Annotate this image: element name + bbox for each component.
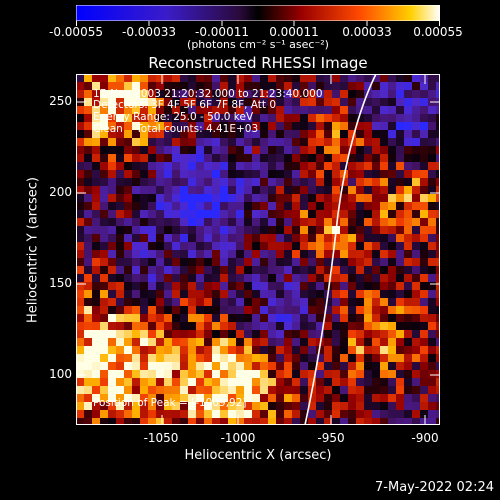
plot-title: Reconstructed RHESSI Image (148, 54, 368, 72)
y-axis-label: Heliocentric Y (arcsec) (25, 177, 41, 323)
x-tick-label: -1050 (143, 431, 179, 445)
annotation-time-range: 17-Nov-2003 21:20:32.000 to 21:23:40.000 (93, 88, 323, 100)
colorbar-tick-label: -0.00055 (49, 25, 103, 39)
colorbar-tick-label: -0.00011 (195, 25, 249, 39)
footer-timestamp: 7-May-2022 02:24 (375, 480, 494, 495)
x-tick-label: -1000 (220, 431, 256, 445)
solar-limb-curve (304, 74, 377, 425)
colorbar-tick-label: 0.00033 (342, 25, 392, 39)
x-tick-label: -900 (411, 431, 439, 445)
colorbar-ticks (76, 21, 440, 26)
y-tick-label: 200 (49, 185, 72, 199)
y-tick-label: 100 (49, 367, 72, 381)
colorbar-units-label: (photons cm⁻² s⁻¹ asec⁻²) (187, 38, 329, 51)
x-axis-label: Heliocentric X (arcsec) (184, 448, 332, 463)
y-tick-label: 150 (49, 276, 72, 290)
colorbar-tick-label: 0.00011 (269, 25, 319, 39)
x-tick-label: -950 (317, 431, 345, 445)
plot-border (76, 74, 440, 425)
colorbar-tick-label: -0.00033 (122, 25, 176, 39)
rhessi-image (76, 74, 440, 425)
annotation-peak-position: Position of Peak = [-1009,92] (93, 397, 247, 409)
axis-ticks (76, 74, 440, 425)
annotation-clean-counts: Clean Total counts: 4.41E+03 (93, 123, 259, 135)
heatmap-pixels (76, 74, 440, 425)
annotation-energy-range: Energy Range: 25.0 - 50.0 keV (93, 111, 254, 123)
colorbar-tick-label: 0.00055 (413, 25, 463, 39)
annotation-detectors: Detectors: 3F 4F 5F 6F 7F 8F, Att 0 (93, 99, 277, 111)
colorbar (76, 5, 440, 21)
y-tick-label: 250 (49, 94, 72, 108)
